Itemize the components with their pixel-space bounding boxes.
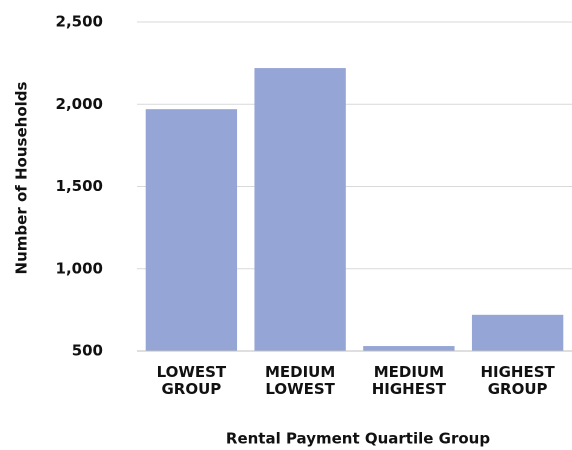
y-tick-label: 2,500: [56, 13, 103, 31]
x-tick-label: MEDIUM LOWEST: [264, 363, 336, 398]
y-tick-label: 2,000: [56, 95, 103, 113]
bar: [254, 68, 346, 351]
x-tick-label: HIGHEST GROUP: [480, 363, 555, 398]
bar: [145, 109, 238, 351]
bar: [471, 314, 564, 351]
y-tick-label: 1,500: [56, 177, 103, 195]
x-tick-label: LOWEST GROUP: [156, 363, 227, 398]
y-axis-title: Number of Households: [13, 81, 31, 274]
x-tick-label: MEDIUM HIGHEST: [371, 363, 447, 398]
y-tick-label: 1,000: [56, 259, 103, 277]
x-axis-title: Rental Payment Quartile Group: [226, 430, 490, 448]
bar: [363, 346, 455, 351]
y-tick-label: 500: [72, 342, 103, 360]
